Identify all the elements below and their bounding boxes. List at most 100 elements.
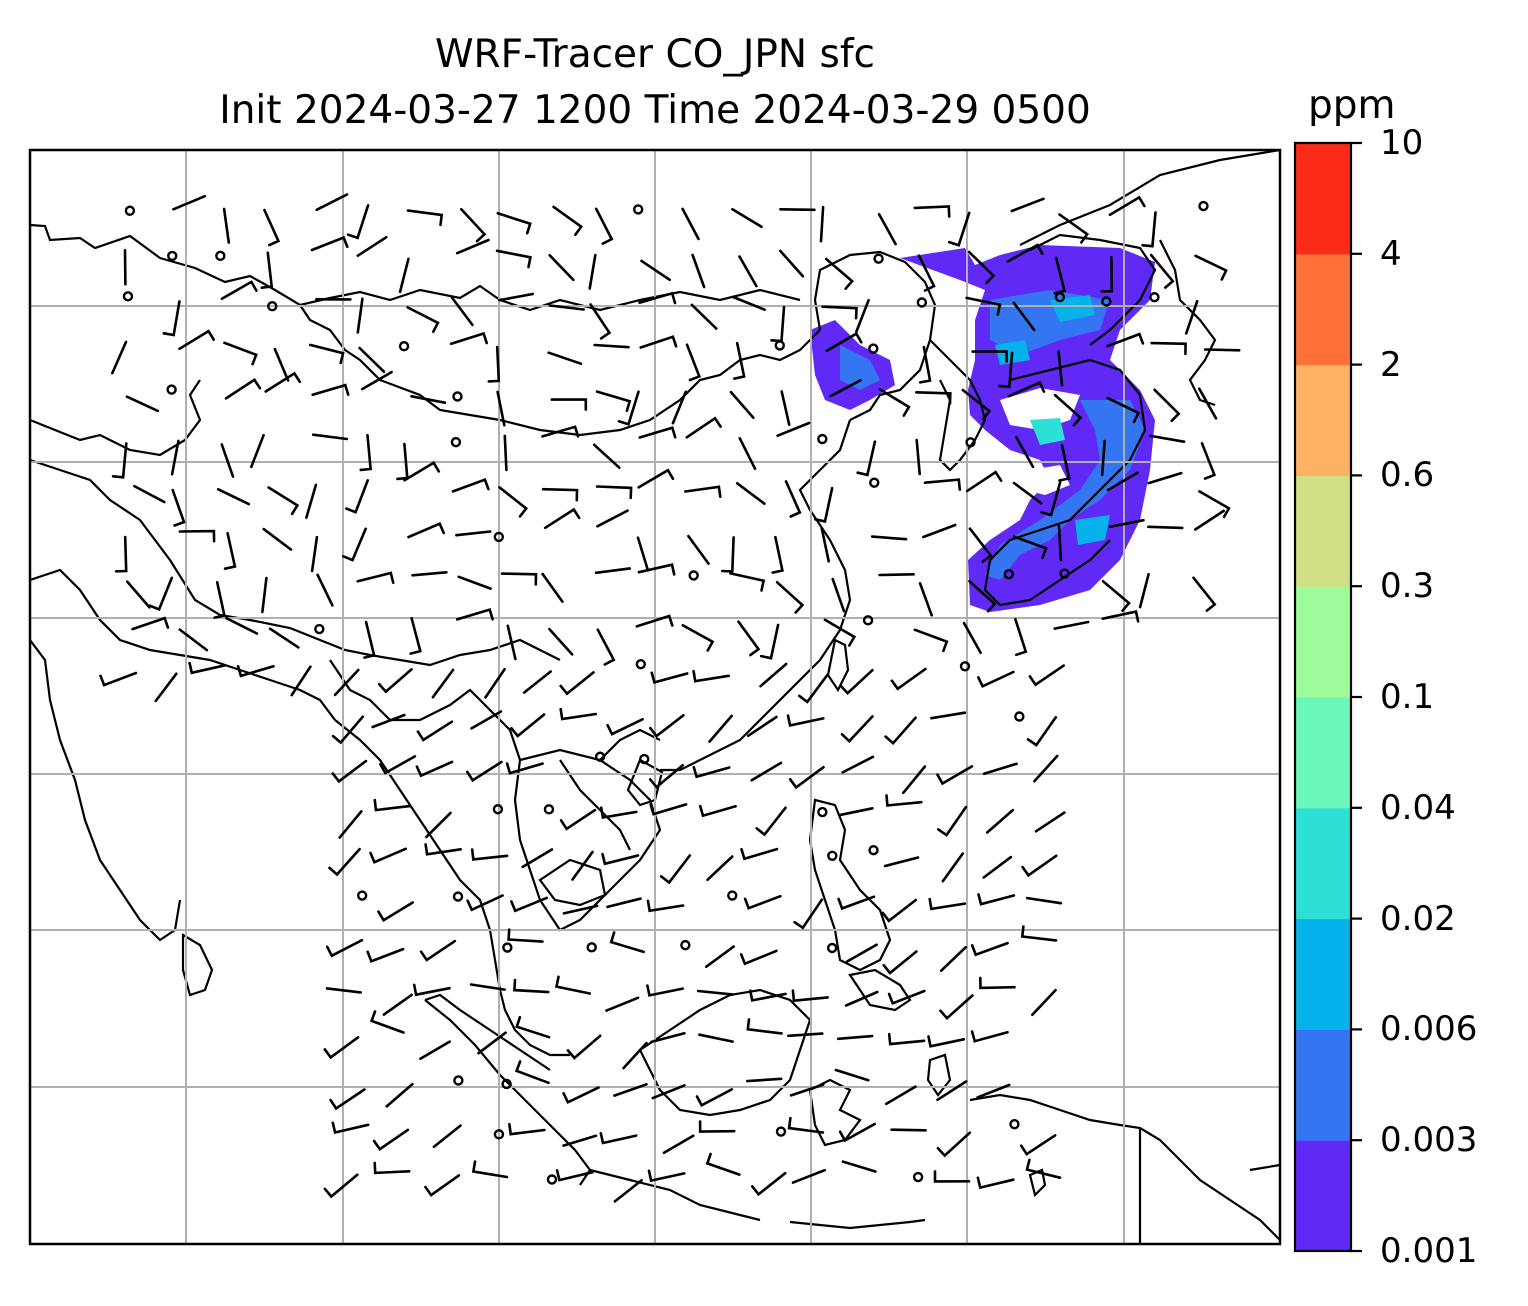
wind-barb [431, 668, 455, 699]
wind-barb [883, 856, 920, 868]
wind-barb [338, 810, 363, 839]
wind-barb [548, 627, 574, 656]
colorbar-tick-label: 0.001 [1380, 1231, 1478, 1271]
wind-barb [592, 443, 621, 469]
wind-barb [841, 755, 875, 774]
wind-barb [928, 897, 967, 911]
calm-wind-circle [543, 804, 555, 815]
calm-wind-circle [775, 1126, 787, 1137]
wind-barb [170, 439, 180, 476]
calm-wind-circle [680, 939, 691, 951]
wind-barb [425, 811, 452, 839]
wind-barb [1026, 716, 1058, 747]
wind-barb [961, 388, 992, 421]
wind-barb [1184, 299, 1199, 335]
calm-wind-circle [959, 661, 971, 672]
wind-barb [316, 573, 334, 607]
wind-barb [379, 755, 417, 775]
wind-barb [976, 1176, 1015, 1190]
wind-barb [647, 1169, 686, 1183]
wind-barb [589, 303, 612, 340]
wind-barb [1031, 988, 1057, 1017]
colorbar-tick-label: 10 [1380, 123, 1424, 163]
wind-barb [178, 329, 215, 351]
wind-barb [521, 848, 554, 869]
wind-barb [746, 715, 778, 738]
wind-barb [455, 530, 492, 537]
colorbar-segment [1295, 697, 1351, 809]
wind-barb [484, 667, 506, 699]
wind-barb [559, 808, 597, 831]
wind-barb [1106, 471, 1139, 492]
wind-barb [977, 670, 1015, 689]
colorbar-tick-label: 0.04 [1380, 787, 1456, 828]
wind-barb [559, 671, 595, 696]
wind-barb [1101, 610, 1140, 623]
wind-barb [787, 1032, 824, 1038]
wind-barb [1028, 664, 1065, 687]
map-frame [28, 148, 1282, 1246]
wind-barb [917, 254, 936, 292]
wind-barb [419, 939, 457, 962]
wind-barb [1040, 480, 1062, 517]
calm-wind-circle [501, 1078, 512, 1090]
wind-barb [506, 624, 517, 661]
colorbar-tick-label: 0.02 [1380, 898, 1456, 939]
wind-barb [751, 1171, 787, 1197]
wind-barb [236, 664, 275, 678]
wind-barb [449, 331, 488, 346]
wind-barb [915, 438, 921, 476]
wind-barb [1020, 925, 1058, 942]
wind-barb [737, 620, 761, 657]
wind-barb [1058, 213, 1090, 244]
wind-barb [1007, 380, 1046, 398]
wind-barb [878, 573, 915, 577]
wind-barb [840, 715, 874, 744]
colorbar-segment [1295, 475, 1351, 587]
wind-barb [385, 1082, 414, 1108]
wind-barb [522, 670, 552, 694]
calm-wind-circle [124, 205, 136, 216]
wind-barb [637, 468, 675, 489]
calm-wind-circle [869, 477, 880, 488]
colorbar-segment [1295, 918, 1351, 1030]
wind-barb [451, 478, 490, 493]
wind-barb [1033, 754, 1059, 783]
wind-barb [890, 1128, 927, 1132]
wind-barb [1149, 434, 1186, 443]
wind-barb [99, 671, 138, 687]
wind-barb [692, 669, 730, 683]
wind-barb [1012, 535, 1048, 559]
wind-barb [651, 1084, 686, 1100]
wind-barb [593, 343, 630, 349]
wind-barbs [99, 193, 1241, 1203]
wind-barb [681, 624, 715, 652]
wind-barb [985, 808, 1015, 834]
wind-barb [1192, 576, 1217, 612]
colorbar [1295, 143, 1351, 1252]
wind-barb [358, 346, 386, 373]
colorbar-segment [1295, 1140, 1351, 1252]
wind-barb [622, 1041, 648, 1070]
wind-barb [823, 618, 857, 647]
wind-barb [1057, 350, 1064, 387]
wind-barb [515, 1015, 551, 1039]
wind-barb [126, 580, 151, 609]
wind-barb [705, 945, 735, 968]
calm-wind-circle [267, 301, 278, 312]
wind-barb [562, 1134, 598, 1147]
calm-wind-circle [868, 844, 879, 856]
wind-barb [359, 433, 373, 472]
wind-barb [224, 378, 262, 400]
wind-barb [111, 340, 128, 375]
wind-barb [310, 235, 349, 252]
wind-barb [548, 254, 575, 282]
colorbar-segment [1295, 364, 1351, 476]
wind-barb [1149, 253, 1175, 289]
wind-barb [541, 572, 564, 603]
wind-barb [738, 437, 757, 470]
wind-barb [550, 398, 588, 411]
wind-barb [784, 480, 802, 518]
wind-barb [609, 931, 645, 954]
wind-barb [606, 897, 642, 909]
